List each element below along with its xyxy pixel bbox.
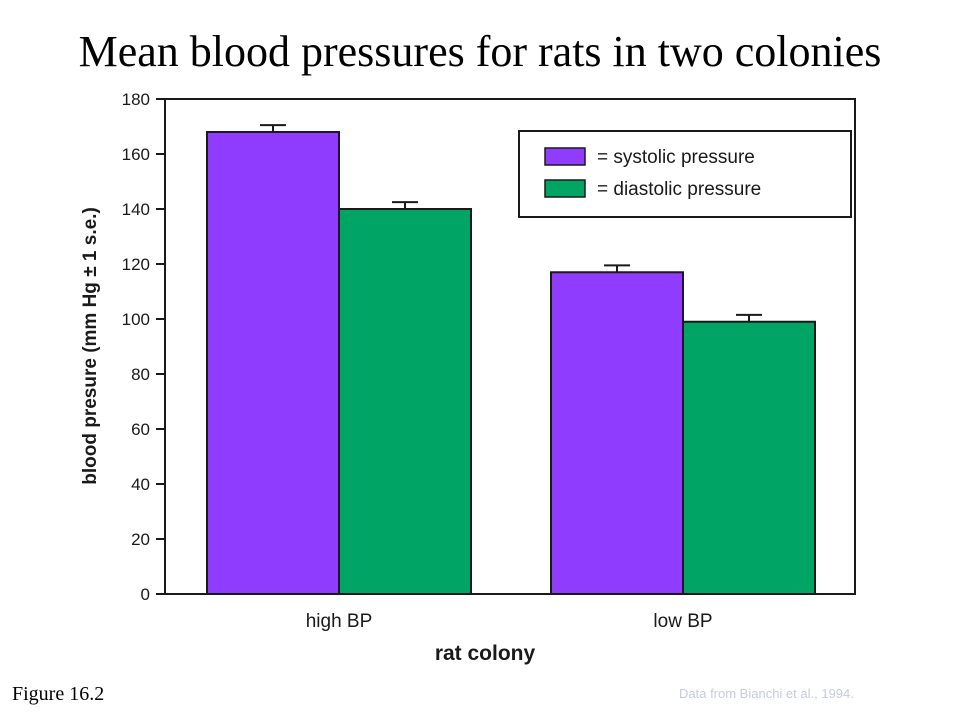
legend-label-diastolic: = diastolic pressure: [597, 179, 761, 200]
chart-title: Mean blood pressures for rats in two col…: [78, 27, 882, 76]
x-axis-title: rat colony: [435, 642, 536, 665]
bar-systolic-1: [550, 271, 684, 595]
legend-box: [518, 130, 852, 218]
y-tick-label: 80: [131, 365, 150, 384]
bar-diastolic-0: [338, 208, 472, 595]
legend-swatch-systolic: [544, 147, 586, 166]
y-tick-label: 60: [131, 420, 150, 439]
legend-swatch-diastolic: [544, 179, 586, 198]
x-category-label: low BP: [653, 611, 712, 632]
y-tick-label: 180: [122, 90, 150, 109]
x-category-label: high BP: [306, 611, 373, 632]
figure-label: Figure 16.2: [12, 683, 105, 705]
y-axis-title: blood presure (mm Hg ± 1 s.e.): [80, 207, 101, 485]
y-tick-label: 40: [131, 475, 150, 494]
y-tick-label: 100: [122, 310, 150, 329]
plot-frame: [164, 98, 856, 595]
bar-systolic-0: [206, 131, 340, 595]
y-tick-label: 120: [122, 255, 150, 274]
y-tick-label: 0: [141, 585, 150, 604]
legend-label-systolic: = systolic pressure: [597, 147, 755, 168]
y-tick-label: 160: [122, 145, 150, 164]
source-citation: Data from Bianchi et al., 1994.: [679, 686, 854, 701]
y-tick-label: 140: [122, 200, 150, 219]
bar-diastolic-1: [682, 320, 816, 595]
y-tick-label: 20: [131, 530, 150, 549]
